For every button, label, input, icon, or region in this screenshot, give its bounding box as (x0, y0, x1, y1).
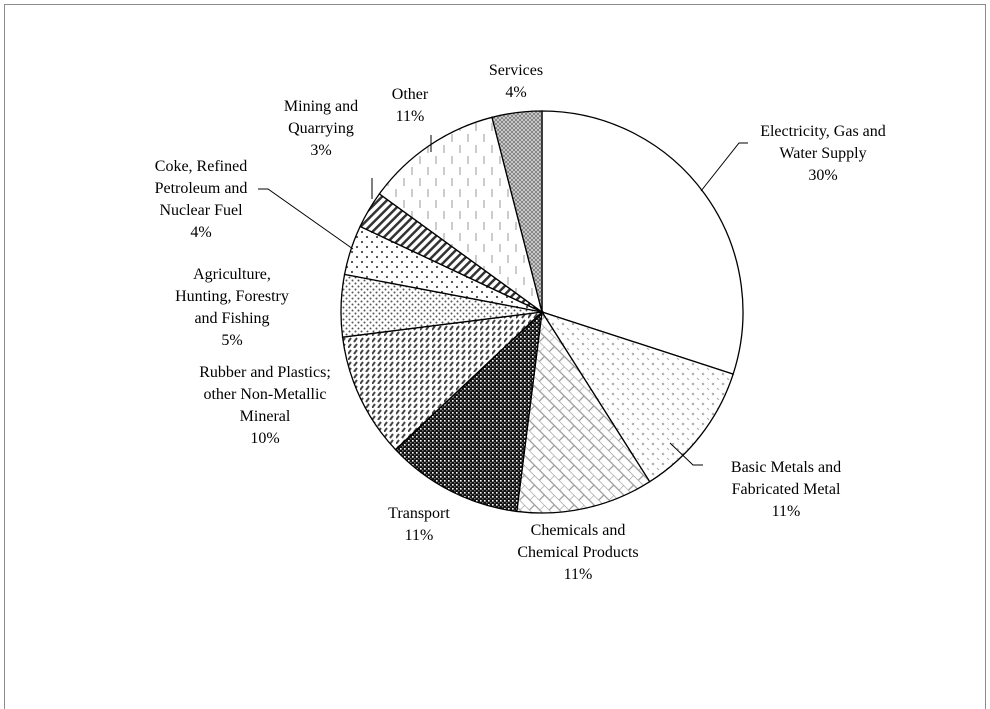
pie-slice (516, 310, 651, 514)
slice-label-line: Hunting, Forestry (175, 288, 289, 305)
pie-slice (491, 110, 543, 313)
slice-label: Agriculture, Hunting, Forestry and Fishing… (175, 266, 289, 349)
slice-percent: 30% (808, 167, 837, 184)
leader-line (669, 442, 703, 466)
slice-label: Rubber and Plastics; other Non-Metallic Mi… (199, 364, 331, 447)
slice-label: Transport 11% (388, 505, 450, 544)
slice-percent: 4% (190, 224, 211, 241)
slice-percent: 11% (396, 108, 425, 125)
slice-label-line: Chemicals and (531, 522, 626, 539)
slice-label-line: Other (392, 86, 429, 103)
slice-percent: 3% (310, 142, 331, 159)
slice-percent: 11% (564, 566, 593, 583)
pie-slice (378, 116, 544, 314)
slice-label: Electricity, Gas and Water Supply 30% (760, 123, 886, 184)
leader-line (700, 142, 748, 192)
pie-slice (394, 310, 543, 513)
slice-percent: 10% (250, 430, 279, 447)
slice-label-line: other Non-Metallic (203, 386, 326, 403)
slice-label-line: Mineral (240, 408, 291, 425)
slice-label: Services 4% (489, 62, 543, 101)
slice-label-line: Services (489, 62, 543, 79)
slice-label: Basic Metals and Fabricated Metal 11% (731, 459, 841, 520)
slice-label-line: Agriculture, (193, 266, 271, 283)
pie-slice (341, 311, 544, 451)
slice-label: Chemicals and Chemical Products 11% (517, 522, 638, 583)
pie-slice (540, 310, 734, 483)
leader-line (258, 188, 354, 250)
slice-percent: 11% (405, 527, 434, 544)
slice-label-line: Rubber and Plastics; (199, 364, 331, 381)
slice-label-line: Petroleum and (155, 180, 248, 197)
slice-percent: 5% (221, 332, 242, 349)
slice-label-line: Nuclear Fuel (159, 202, 243, 219)
pie-slice (541, 110, 744, 375)
slice-label-line: Basic Metals and (731, 459, 841, 476)
slice-label-line: Quarrying (288, 120, 354, 137)
slice-label: Mining and Quarrying 3% (284, 98, 358, 159)
slice-label-line: Chemical Products (517, 544, 638, 561)
slice-label-line: Transport (388, 505, 450, 522)
slice-label: Coke, Refined Petroleum and Nuclear Fuel 4% (155, 158, 248, 241)
slice-label: Other 11% (392, 86, 429, 125)
slice-label-line: Mining and (284, 98, 358, 115)
slice-label-line: and Fishing (194, 310, 269, 327)
slice-percent: 11% (772, 503, 801, 520)
slice-label-line: Water Supply (779, 145, 866, 162)
slice-label-line: Fabricated Metal (732, 481, 841, 498)
slice-label-line: Electricity, Gas and (760, 123, 886, 140)
slice-label-line: Coke, Refined (155, 158, 247, 175)
slice-percent: 4% (505, 84, 526, 101)
